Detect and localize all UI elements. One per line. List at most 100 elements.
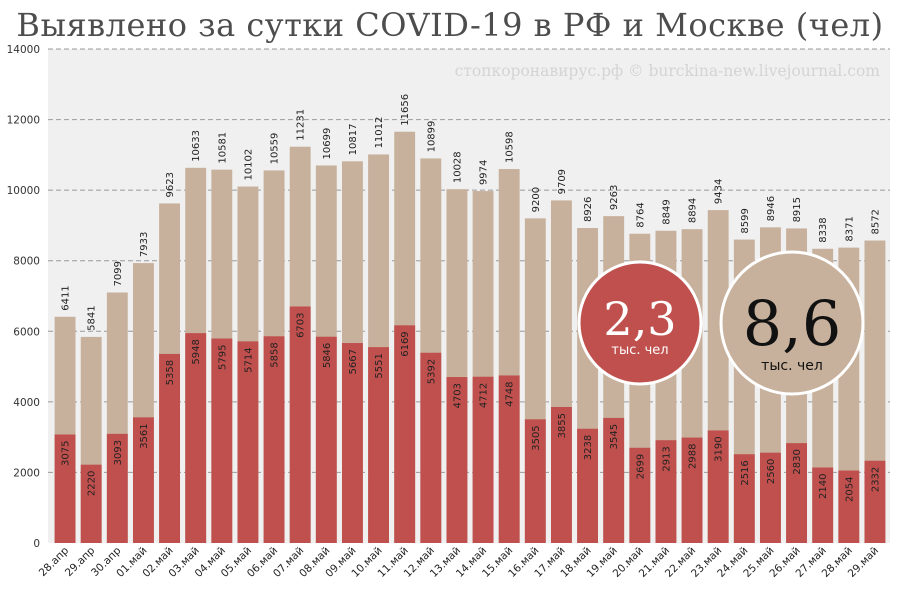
bar-moscow bbox=[54, 434, 76, 543]
bar-moscow bbox=[446, 377, 468, 543]
value-label-russia: 11656 bbox=[400, 94, 411, 126]
value-label-russia: 8764 bbox=[635, 202, 646, 227]
value-label-moscow: 2830 bbox=[792, 449, 803, 474]
bar-moscow bbox=[629, 447, 651, 543]
bars bbox=[54, 131, 886, 544]
bar-moscow bbox=[838, 470, 860, 543]
bar-moscow bbox=[237, 341, 259, 543]
value-label-russia: 10699 bbox=[322, 128, 333, 160]
value-label-moscow: 3190 bbox=[714, 436, 725, 461]
value-label-moscow: 3561 bbox=[139, 423, 150, 448]
y-tick-label: 0 bbox=[33, 538, 40, 550]
watermark: стопкоронавирус.рф © burckina-new.livejo… bbox=[455, 62, 881, 80]
value-label-moscow: 3505 bbox=[531, 425, 542, 450]
value-label-moscow: 3855 bbox=[557, 413, 568, 438]
bar-moscow bbox=[289, 306, 311, 543]
bar-moscow bbox=[394, 325, 416, 543]
bar-moscow bbox=[263, 336, 285, 543]
russia-bubble-value: 8,6 bbox=[743, 287, 842, 360]
value-label-russia: 8599 bbox=[740, 208, 751, 233]
bar-moscow bbox=[812, 467, 834, 543]
value-label-russia: 10028 bbox=[452, 151, 463, 183]
value-label-moscow: 5392 bbox=[426, 359, 437, 384]
value-labels: 6411 3075 5841 2220 7099 3093 7933 3561 9623 5358… bbox=[61, 94, 882, 502]
value-label-russia: 11231 bbox=[296, 109, 307, 141]
value-label-russia: 8371 bbox=[844, 216, 855, 241]
value-label-russia: 11012 bbox=[374, 117, 385, 149]
value-label-moscow: 2332 bbox=[870, 467, 881, 492]
value-label-russia: 10817 bbox=[348, 124, 359, 156]
russia-bubble-circle bbox=[719, 250, 865, 396]
value-label-russia: 5841 bbox=[87, 305, 98, 330]
value-label-russia: 10899 bbox=[426, 121, 437, 153]
value-label-russia: 9709 bbox=[557, 169, 568, 194]
value-label-moscow: 5858 bbox=[270, 342, 281, 367]
value-label-moscow: 3093 bbox=[113, 440, 124, 465]
value-label-russia: 8894 bbox=[688, 198, 699, 223]
y-axis-ticks: 0 2000 4000 6000 8000 10000 12000 14000 bbox=[7, 44, 40, 550]
value-label-russia: 8572 bbox=[870, 209, 881, 234]
value-label-moscow: 5667 bbox=[348, 349, 359, 374]
value-label-moscow: 2054 bbox=[844, 477, 855, 502]
value-label-russia: 8915 bbox=[792, 197, 803, 222]
value-label-moscow: 2560 bbox=[766, 459, 777, 484]
value-label-moscow: 2988 bbox=[688, 444, 699, 469]
value-label-moscow: 2220 bbox=[87, 471, 98, 496]
bar-moscow bbox=[132, 417, 154, 543]
value-label-moscow: 6703 bbox=[296, 312, 307, 337]
bar-moscow bbox=[420, 352, 442, 543]
y-tick-label: 8000 bbox=[13, 256, 40, 268]
moscow-bubble-value: 2,3 bbox=[603, 292, 676, 346]
value-label-russia: 10633 bbox=[191, 130, 202, 162]
value-label-russia: 10581 bbox=[217, 132, 228, 164]
value-label-moscow: 5948 bbox=[191, 339, 202, 364]
value-label-russia: 8946 bbox=[766, 196, 777, 221]
bar-moscow bbox=[368, 347, 390, 543]
value-label-russia: 9434 bbox=[714, 179, 725, 204]
value-label-moscow: 5846 bbox=[322, 343, 333, 368]
value-label-moscow: 2913 bbox=[661, 446, 672, 471]
y-tick-label: 12000 bbox=[7, 115, 40, 127]
value-label-moscow: 4712 bbox=[479, 383, 490, 408]
value-label-russia: 9974 bbox=[479, 160, 490, 185]
bar-moscow bbox=[603, 417, 625, 543]
bar-moscow bbox=[159, 353, 181, 543]
value-label-moscow: 6169 bbox=[400, 331, 411, 356]
value-label-moscow: 2699 bbox=[635, 454, 646, 479]
russia-bubble: 8,6 тыс. чел bbox=[719, 250, 865, 396]
y-tick-label: 2000 bbox=[13, 467, 40, 479]
moscow-bubble: 2,3 тыс. чел bbox=[577, 260, 703, 386]
value-label-moscow: 2140 bbox=[818, 473, 829, 498]
value-label-moscow: 5714 bbox=[243, 347, 254, 372]
value-label-russia: 9623 bbox=[165, 172, 176, 197]
bar-moscow bbox=[681, 437, 703, 543]
russia-bubble-unit: тыс. чел bbox=[761, 358, 823, 374]
y-tick-label: 14000 bbox=[7, 44, 40, 56]
x-axis-ticks: 28.апр29.апр30.апр01.май02.май03.май04.м… bbox=[37, 544, 881, 580]
value-label-moscow: 5551 bbox=[374, 353, 385, 378]
bar-moscow bbox=[577, 428, 599, 543]
bar-moscow bbox=[786, 443, 808, 543]
value-label-moscow: 5358 bbox=[165, 360, 176, 385]
value-label-russia: 10559 bbox=[270, 133, 281, 165]
bar-moscow bbox=[498, 375, 520, 543]
bar-moscow bbox=[341, 343, 363, 543]
chart-title: Выявлено за сутки COVID-19 в РФ и Москве… bbox=[16, 6, 884, 44]
moscow-bubble-circle bbox=[577, 260, 703, 386]
bar-moscow bbox=[759, 452, 781, 543]
bar-moscow bbox=[211, 338, 233, 543]
bar-moscow bbox=[106, 433, 128, 543]
value-label-moscow: 4703 bbox=[452, 383, 463, 408]
value-label-russia: 6411 bbox=[61, 285, 72, 310]
value-label-russia: 8849 bbox=[661, 199, 672, 224]
value-label-moscow: 5795 bbox=[217, 345, 228, 370]
value-label-russia: 10598 bbox=[505, 131, 516, 163]
value-label-russia: 7099 bbox=[113, 261, 124, 286]
value-label-russia: 9263 bbox=[609, 185, 620, 210]
value-label-moscow: 2516 bbox=[740, 460, 751, 485]
value-label-russia: 7933 bbox=[139, 232, 150, 257]
bar-moscow bbox=[80, 464, 102, 543]
value-label-moscow: 4748 bbox=[505, 381, 516, 406]
value-label-moscow: 3075 bbox=[61, 440, 72, 465]
bar-moscow bbox=[864, 460, 886, 543]
